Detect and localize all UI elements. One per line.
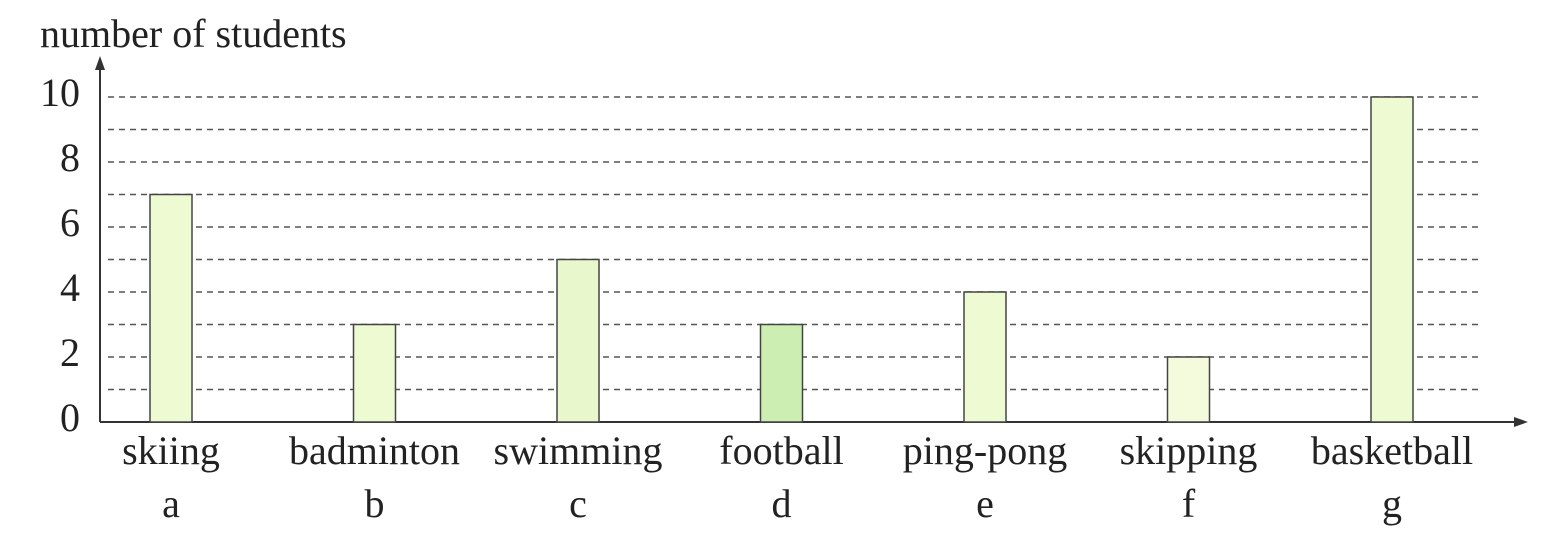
- x-tick-letter: c: [569, 481, 587, 526]
- x-tick-label: swimming: [494, 428, 663, 473]
- y-tick-label: 6: [60, 200, 80, 245]
- x-axis-arrow: [1514, 417, 1528, 427]
- y-tick-label: 2: [60, 330, 80, 375]
- x-tick-label: basketball: [1311, 428, 1473, 473]
- x-tick-label: skiing: [122, 428, 220, 473]
- x-tick-letter: f: [1182, 481, 1196, 526]
- y-tick-label: 8: [60, 135, 80, 180]
- x-tick-letter: a: [162, 481, 180, 526]
- bar: [963, 291, 1007, 423]
- y-axis-arrow: [95, 56, 105, 70]
- x-tick-letter: b: [365, 481, 385, 526]
- x-tick-label: badminton: [289, 428, 460, 473]
- x-tick-label: ping-pong: [903, 428, 1067, 473]
- y-tick-label: 4: [60, 265, 80, 310]
- y-axis-label: number of students: [40, 11, 347, 56]
- x-tick-letter: d: [772, 481, 792, 526]
- y-tick-label: 10: [40, 70, 80, 115]
- bar: [759, 323, 804, 423]
- bar: [149, 193, 193, 423]
- x-tick-letter: e: [976, 481, 994, 526]
- y-tick-label: 0: [60, 395, 80, 440]
- bar: [1370, 96, 1414, 423]
- bar: [556, 258, 600, 423]
- x-tick-label: skipping: [1120, 428, 1258, 473]
- x-tick-letter: g: [1382, 481, 1402, 526]
- bar: [1166, 356, 1211, 423]
- bar: [352, 323, 397, 423]
- x-tick-label: football: [719, 428, 843, 473]
